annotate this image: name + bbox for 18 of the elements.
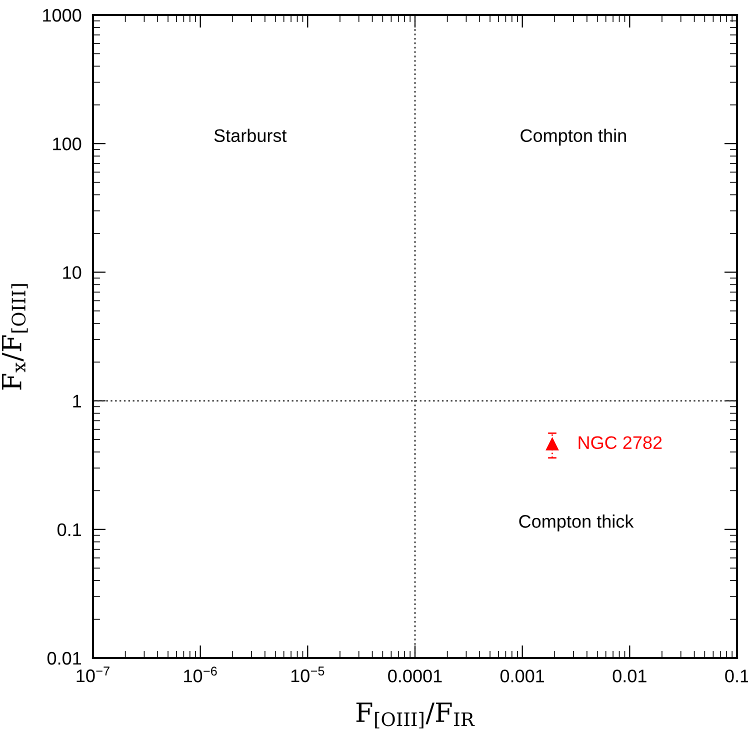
y-tick-label: 1: [73, 394, 82, 408]
series-label: NGC 2782: [578, 436, 662, 450]
x-tick-label: 10$^{−6}$: [184, 666, 217, 682]
x-tick-label: 0.0001: [388, 670, 442, 682]
y-tick-label: 0.1: [57, 523, 82, 536]
annotation: Compton thin: [520, 128, 626, 146]
y-axis-title: F$_{x}$/F$_{[OIII]}$: [2, 284, 28, 390]
annotation: Starburst: [214, 128, 287, 142]
y-tick-label: 100: [53, 138, 82, 150]
y-tick-label: 10: [63, 266, 82, 279]
x-tick-label: 10$^{−5}$: [291, 666, 324, 682]
x-tick-label: 0.01: [612, 670, 646, 682]
x-axis-title: F$_{[OIII]}$/F$_{IR}$: [356, 702, 475, 728]
x-tick-label: 0.001: [500, 670, 544, 682]
y-tick-label: 0.01: [47, 652, 82, 665]
y-tick-label: 1000: [43, 8, 82, 22]
annotation: Compton thick: [519, 514, 634, 532]
x-tick-label: 10$^{−7}$: [76, 666, 110, 682]
